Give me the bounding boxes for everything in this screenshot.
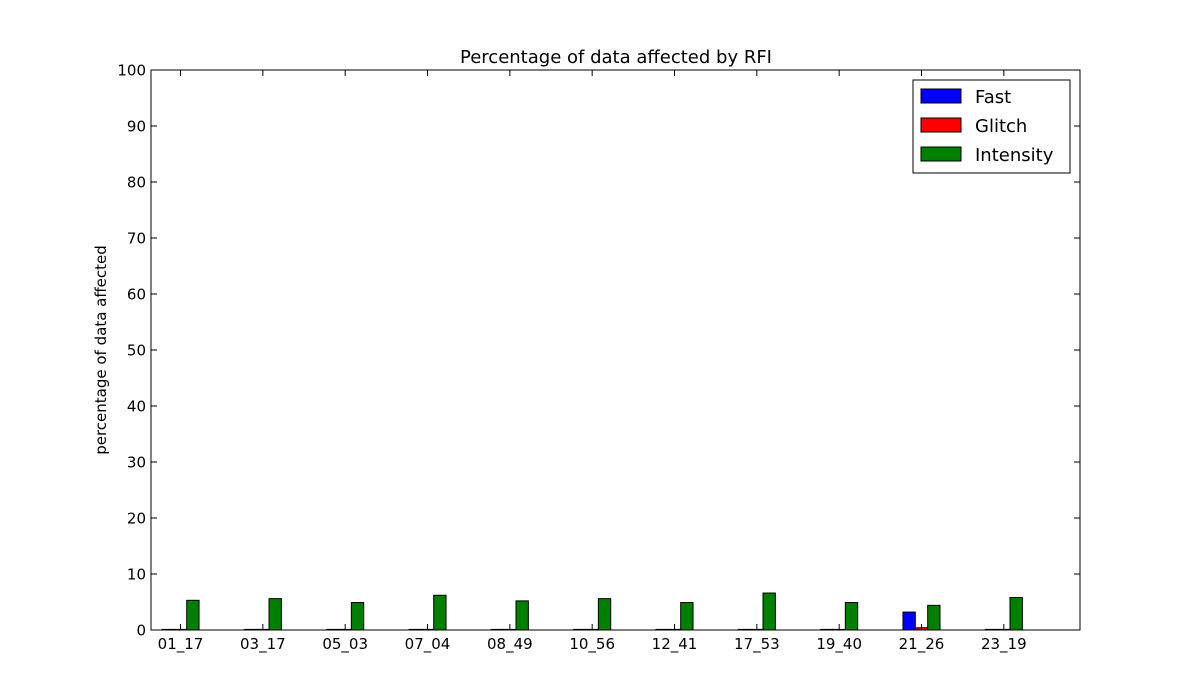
x-tick-label: 12_41 xyxy=(652,635,698,654)
bar-intensity-23_19 xyxy=(1009,597,1023,631)
y-tick-label: 0 xyxy=(136,622,146,640)
y-tick-label: 10 xyxy=(127,566,146,584)
legend: Fast Glitch Intensity xyxy=(912,79,1071,174)
x-tick-label: 21_26 xyxy=(899,635,945,654)
bar-intensity-17_53 xyxy=(762,592,776,631)
x-tick-label: 08_49 xyxy=(487,635,533,654)
legend-label-fast: Fast xyxy=(975,87,1011,108)
y-tick-label: 40 xyxy=(127,398,146,416)
x-tick-label: 03_17 xyxy=(240,635,286,654)
chart-title: Percentage of data affected by RFI xyxy=(460,47,772,68)
x-tick-label: 10_56 xyxy=(569,635,615,654)
y-axis-label: percentage of data affected xyxy=(92,245,110,455)
bar-intensity-05_03 xyxy=(350,602,365,631)
y-tick-label: 50 xyxy=(127,342,146,360)
x-tick-label: 23_19 xyxy=(981,635,1027,654)
bar-intensity-19_40 xyxy=(844,602,859,631)
y-tick-label: 70 xyxy=(127,230,146,248)
x-tick-label: 17_53 xyxy=(734,635,780,654)
x-tick-label: 07_04 xyxy=(405,635,451,654)
bar-intensity-21_26 xyxy=(927,604,941,631)
bar-intensity-10_56 xyxy=(597,598,612,631)
bar-intensity-03_17 xyxy=(268,598,282,631)
bar-intensity-08_49 xyxy=(515,600,529,631)
y-tick-label: 100 xyxy=(117,62,146,80)
y-tick-label: 90 xyxy=(127,118,146,136)
x-tick-label: 05_03 xyxy=(322,635,368,654)
y-tick-label: 20 xyxy=(127,510,146,528)
legend-swatch-glitch xyxy=(920,117,962,133)
legend-swatch-intensity xyxy=(920,146,962,162)
legend-label-glitch: Glitch xyxy=(975,116,1027,137)
y-axis-ticks: 0 10 20 30 40 50 60 70 80 90 100 xyxy=(117,62,1080,640)
bar-intensity-07_04 xyxy=(433,594,447,631)
bar-fast-21_26 xyxy=(902,611,916,631)
x-tick-label: 01_17 xyxy=(158,635,204,654)
legend-swatch-fast xyxy=(920,88,962,104)
x-axis-ticks: 01_17 03_17 05_03 07_04 08_49 10_56 12_41 17_53… xyxy=(158,70,1027,654)
y-tick-label: 80 xyxy=(127,174,146,192)
y-tick-label: 30 xyxy=(127,454,146,472)
bar-intensity-01_17 xyxy=(186,599,200,631)
y-tick-label: 60 xyxy=(127,286,146,304)
x-tick-label: 19_40 xyxy=(816,635,862,654)
legend-label-intensity: Intensity xyxy=(975,145,1054,166)
bar-intensity-12_41 xyxy=(680,602,694,631)
